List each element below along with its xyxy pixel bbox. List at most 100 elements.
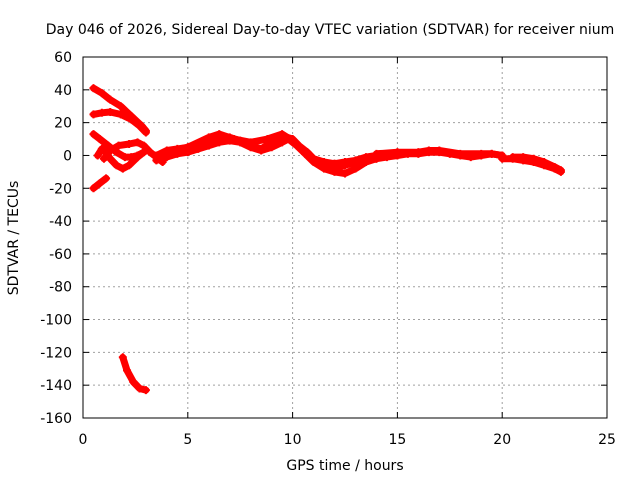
data-point [114,141,123,150]
data-point [435,146,444,155]
y-tick-label: -120 [40,345,72,361]
y-tick-label: 60 [54,50,72,66]
data-point [278,130,287,139]
data-point [152,156,161,165]
data-point [215,130,224,139]
data-point [351,158,360,167]
data-point [477,149,486,158]
data-point [529,154,538,163]
y-tick-label: -160 [40,411,72,427]
chart-title: Day 046 of 2026, Sidereal Day-to-day VTE… [46,22,615,38]
x-axis-label: GPS time / hours [286,458,403,474]
y-tick-label: -20 [49,181,72,197]
x-tick-label: 5 [183,432,192,448]
data-point [246,138,255,147]
data-point [424,146,433,155]
data-point [267,143,276,152]
data-point [141,128,150,137]
data-point [118,164,127,173]
data-point [361,154,370,163]
y-tick-label: -80 [49,280,72,296]
data-point [146,148,155,157]
data-point [309,156,318,165]
x-tick-label: 0 [79,432,88,448]
data-point [125,161,134,170]
data-point [204,141,213,150]
data-point [278,138,287,147]
data-point [93,151,102,160]
data-point [106,95,115,104]
data-point [89,84,98,93]
data-point [97,144,106,153]
data-point [97,89,106,98]
x-tick-label: 20 [493,432,511,448]
data-point [141,386,150,395]
axis-ticks: 0 5 10 15 20 25 60 40 20 0 -20 -40 -60 -80 -100 -120 -14… [40,50,616,448]
data-point [372,149,381,158]
data-point [133,138,142,147]
data-point [288,136,297,145]
y-tick-label: 40 [54,83,72,99]
data-point [204,133,213,142]
data-point [135,384,144,393]
data-point [183,143,192,152]
data-point [139,141,148,150]
data-point [299,146,308,155]
data-point [215,138,224,147]
data-point [393,148,402,157]
data-point [330,164,339,173]
x-tick-label: 25 [598,432,616,448]
data-point [414,148,423,157]
data-point [508,153,517,162]
data-point [106,146,115,155]
data-point [229,135,238,144]
x-tick-label: 15 [388,432,406,448]
data-point [95,135,104,144]
y-tick-label: -60 [49,247,72,263]
data-point [89,184,98,193]
data-point [550,162,559,171]
data-point [540,158,549,167]
grid [83,57,607,418]
data-point [89,110,98,119]
data-point [102,174,111,183]
data-point [116,110,125,119]
series-line-track-10 [163,130,370,173]
data-point [106,107,115,116]
data-series [89,84,565,395]
data-point [95,179,104,188]
data-point [257,146,266,155]
data-point [135,121,144,130]
data-point [487,149,496,158]
data-point [456,149,465,158]
data-point [129,377,138,386]
data-point [125,139,134,148]
y-axis-label: SDTVAR / TECUs [6,181,22,296]
plot-frame [82,56,608,419]
data-point [116,102,125,111]
y-tick-label: 20 [54,116,72,132]
data-point [341,169,349,178]
data-point [123,366,132,375]
data-point [263,135,272,144]
y-tick-label: 0 [63,148,72,164]
x-tick-label: 10 [284,432,302,448]
data-point [162,148,171,157]
data-point [320,161,329,170]
data-point [118,353,127,362]
data-point [498,154,507,163]
data-point [519,153,528,162]
data-point [112,161,121,170]
data-point [133,153,142,162]
data-point [89,130,98,139]
data-point [97,108,106,117]
y-tick-label: -40 [49,214,72,230]
data-point [127,115,136,124]
y-tick-label: -100 [40,313,72,329]
data-point [341,161,349,170]
data-point [99,154,108,163]
data-point [556,166,565,175]
y-tick-label: -140 [40,378,72,394]
